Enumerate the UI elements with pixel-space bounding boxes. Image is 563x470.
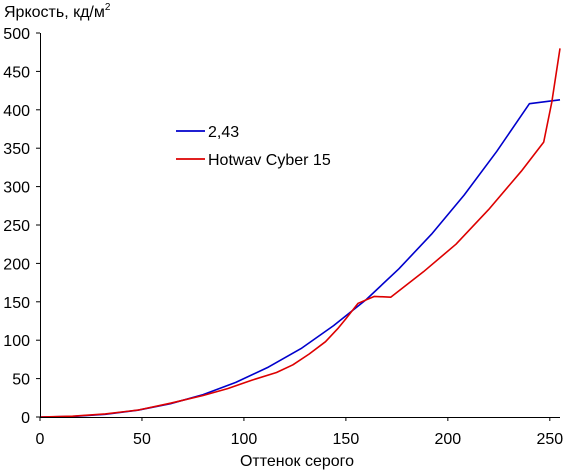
y-tick-label: 0 (21, 410, 30, 427)
legend-label-2: Hotwav Cyber 15 (208, 152, 331, 169)
x-tick-label: 100 (231, 431, 258, 448)
x-tick-label: 150 (333, 431, 360, 448)
x-tick-label: 0 (36, 431, 45, 448)
legend-label-1: 2,43 (208, 124, 239, 141)
series-lines (39, 48, 561, 418)
y-axis-title-superscript: 2 (105, 2, 111, 13)
y-tick-label: 400 (3, 103, 30, 120)
series-line-1 (39, 99, 561, 418)
y-tick-label: 500 (3, 26, 30, 43)
x-tick-label: 200 (434, 431, 461, 448)
y-tick-label: 350 (3, 141, 30, 158)
y-axis-ticks: 0 50 100 150 200 250 300 350 400 450 500 (3, 26, 40, 427)
y-tick-label: 300 (3, 180, 30, 197)
y-axis-title-text: Яркость, кд/м (4, 4, 105, 21)
y-tick-label: 50 (12, 372, 30, 389)
series-line-2 (39, 48, 561, 418)
y-tick-label: 450 (3, 64, 30, 81)
y-tick-label: 250 (3, 218, 30, 235)
y-axis-title: Яркость, кд/м2 (4, 2, 111, 21)
x-axis-ticks: 0 50 100 150 200 250 (36, 417, 563, 448)
y-tick-label: 100 (3, 333, 30, 350)
x-tick-label: 250 (536, 431, 563, 448)
x-axis-title: Оттенок серого (240, 453, 354, 470)
y-tick-label: 200 (3, 256, 30, 273)
y-tick-label: 150 (3, 295, 30, 312)
x-tick-label: 50 (133, 431, 151, 448)
legend: 2,43 Hotwav Cyber 15 (176, 124, 331, 169)
